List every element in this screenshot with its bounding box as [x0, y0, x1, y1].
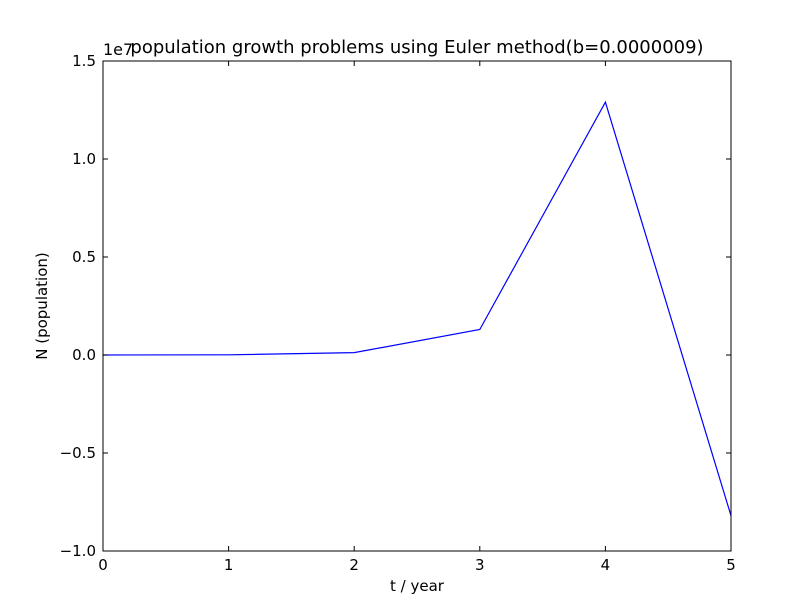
axes-frame [102, 60, 732, 552]
y-tick-label: 1.0 [72, 150, 96, 168]
axis-ticks: 0 1 2 3 4 5 −1.0 −0.5 0.0 0.5 1.0 1.5 [60, 52, 736, 574]
x-axis-label: t / year [390, 577, 445, 595]
x-tick-label: 5 [726, 556, 736, 574]
y-axis-label: N (population) [33, 252, 51, 360]
x-tick-label: 2 [349, 556, 359, 574]
x-tick-label: 1 [224, 556, 234, 574]
y-tick-label: −0.5 [60, 444, 96, 462]
y-tick-label: −1.0 [60, 542, 96, 560]
x-tick-label: 4 [601, 556, 611, 574]
y-tick-label: 0.5 [72, 248, 96, 266]
x-tick-label: 3 [475, 556, 485, 574]
y-tick-label: 1.5 [72, 52, 96, 70]
series-line-1 [102, 100, 732, 516]
x-tick-label: 0 [98, 556, 108, 574]
y-tick-label: 0.0 [72, 346, 96, 364]
chart-title: population growth problems using Euler m… [130, 37, 703, 58]
y-offset-label: 1e7 [103, 40, 133, 59]
